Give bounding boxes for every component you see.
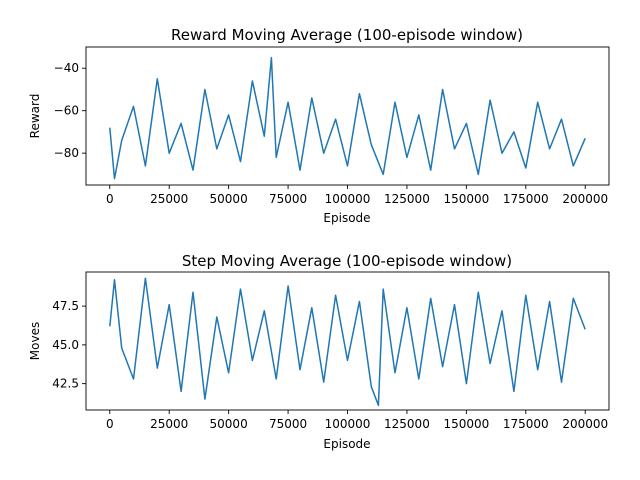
- reward-x-tick-label: 75000: [269, 192, 307, 206]
- step-x-tick-label: 75000: [269, 417, 307, 431]
- step-plot-area: [109, 277, 586, 407]
- step-x-tick-label: 125000: [384, 417, 430, 431]
- reward-x-tick-label: 125000: [384, 192, 430, 206]
- step-x-tick-label: 100000: [325, 417, 371, 431]
- reward-chart-title: Reward Moving Average (100-episode windo…: [171, 26, 523, 44]
- reward-x-tick-label: 150000: [443, 192, 489, 206]
- step-x-tick-label: 175000: [503, 417, 549, 431]
- step-x-tick-label: 0: [106, 417, 114, 431]
- step-x-axis-label: Episode: [323, 437, 370, 451]
- reward-x-axis-label: Episode: [323, 211, 370, 225]
- reward-x-tick-label: 200000: [562, 192, 608, 206]
- step-y-tick-label: 45.0: [52, 338, 79, 352]
- step-x-tick-label: 200000: [562, 417, 608, 431]
- reward-x-tick-label: 100000: [325, 192, 371, 206]
- reward-y-axis-label: Reward: [28, 94, 42, 139]
- step-y-axis-label: Moves: [28, 322, 42, 360]
- reward-x-tick-label: 0: [106, 192, 114, 206]
- reward-y-tick-label: −40: [54, 61, 79, 75]
- step-y-tick-label: 47.5: [52, 299, 79, 313]
- step-x-ticks: 0 25000 50000 75000 100000 125000 150000 175000…: [106, 410, 608, 431]
- reward-y-tick-label: −60: [54, 104, 79, 118]
- step-chart: Step Moving Average (100-episode window)…: [28, 252, 610, 451]
- reward-x-ticks: 0 25000 50000 75000 100000 125000 150000 175000…: [106, 185, 608, 206]
- reward-x-tick-label: 50000: [210, 192, 248, 206]
- reward-chart: Reward Moving Average (100-episode windo…: [28, 26, 610, 225]
- reward-y-ticks: −80 −60 −40: [54, 61, 86, 160]
- step-x-tick-label: 150000: [443, 417, 489, 431]
- step-series-line-0: [109, 277, 586, 407]
- step-chart-title: Step Moving Average (100-episode window): [182, 252, 512, 270]
- reward-x-tick-label: 175000: [503, 192, 549, 206]
- reward-series-line-0: [109, 56, 586, 180]
- step-y-ticks: 42.5 45.0 47.5: [52, 299, 86, 391]
- step-x-tick-label: 25000: [150, 417, 188, 431]
- step-x-tick-label: 50000: [210, 417, 248, 431]
- reward-plot-area: [109, 56, 586, 180]
- reward-y-tick-label: −80: [54, 146, 79, 160]
- step-y-tick-label: 42.5: [52, 377, 79, 391]
- reward-x-tick-label: 25000: [150, 192, 188, 206]
